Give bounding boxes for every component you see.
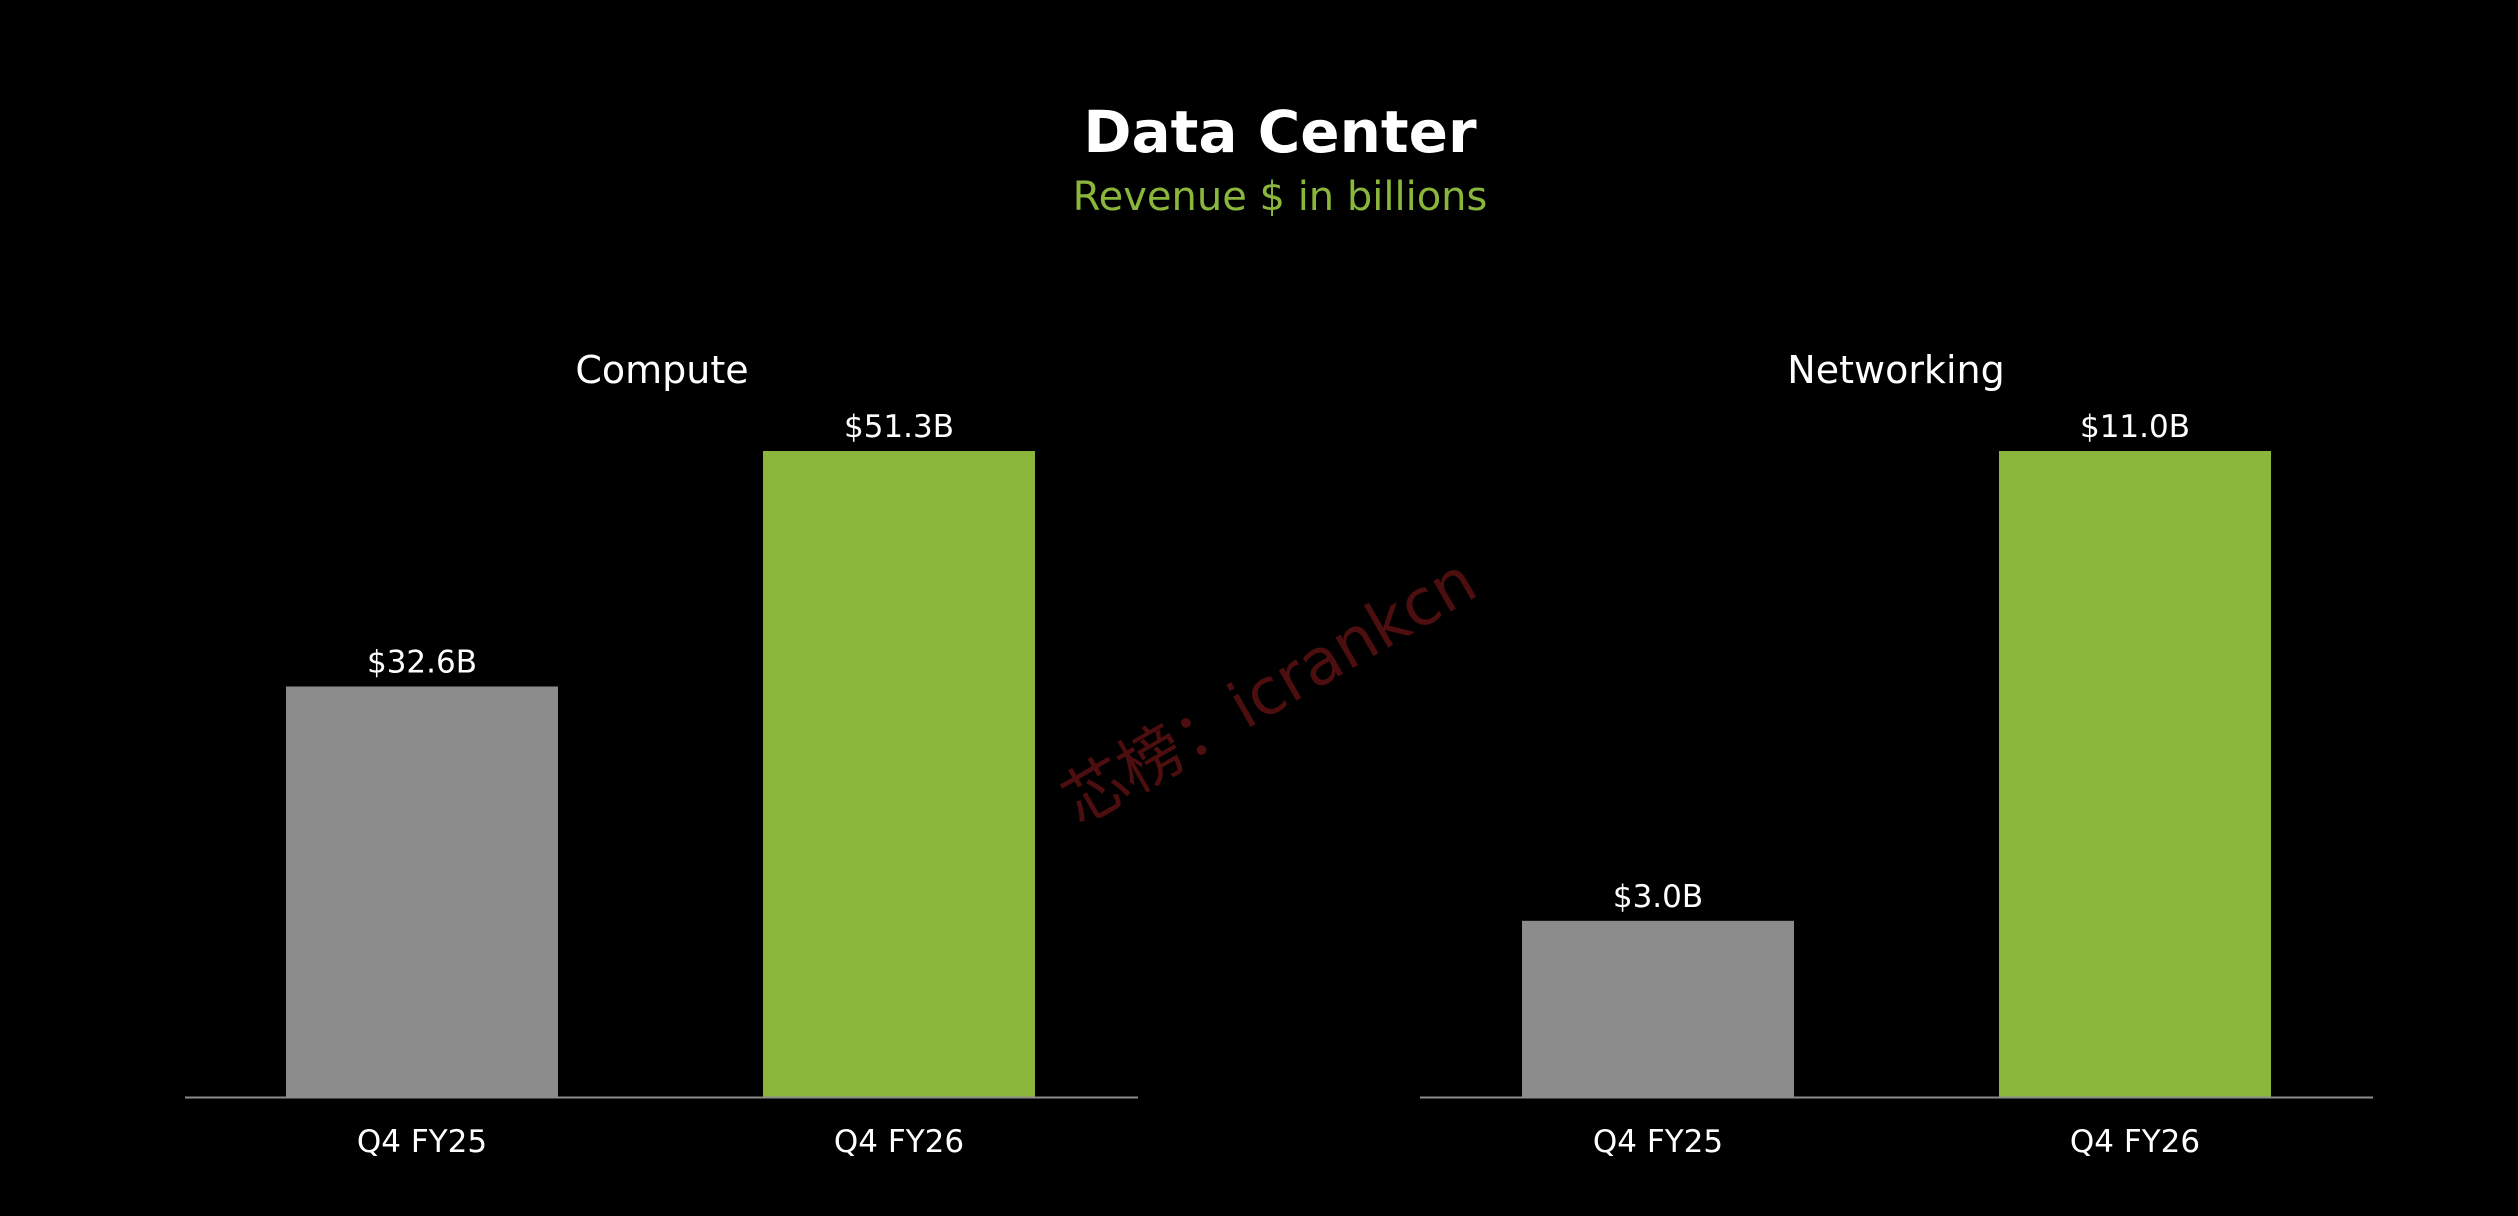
- watermark-text: 芯榜：icrankcn: [1050, 544, 1489, 840]
- compute-panel: Compute $32.6B Q4 FY25 $51.3B Q4 FY26: [185, 348, 1138, 1160]
- networking-data-label-q4-fy25: $3.0B: [1613, 879, 1703, 915]
- compute-panel-title: Compute: [575, 348, 748, 392]
- networking-data-label-q4-fy26: $11.0B: [2080, 409, 2190, 445]
- networking-panel: Networking $3.0B Q4 FY25 $11.0B Q4 FY26: [1420, 348, 2373, 1160]
- compute-data-label-q4-fy26: $51.3B: [844, 409, 954, 445]
- networking-x-tick-q4-fy26: Q4 FY26: [2070, 1124, 2200, 1160]
- chart-subtitle: Revenue $ in billions: [1073, 174, 1488, 220]
- compute-bar-q4-fy25: [286, 686, 558, 1097]
- compute-x-tick-q4-fy26: Q4 FY26: [834, 1124, 964, 1160]
- networking-x-tick-q4-fy25: Q4 FY25: [1593, 1124, 1723, 1160]
- compute-bar-q4-fy26: [763, 451, 1035, 1097]
- networking-bar-q4-fy25: [1522, 920, 1794, 1097]
- networking-bar-q4-fy26: [1999, 451, 2271, 1097]
- compute-data-label-q4-fy25: $32.6B: [367, 644, 477, 680]
- chart-title: Data Center: [1083, 98, 1477, 166]
- compute-x-tick-q4-fy25: Q4 FY25: [357, 1124, 487, 1160]
- networking-panel-title: Networking: [1787, 348, 2004, 392]
